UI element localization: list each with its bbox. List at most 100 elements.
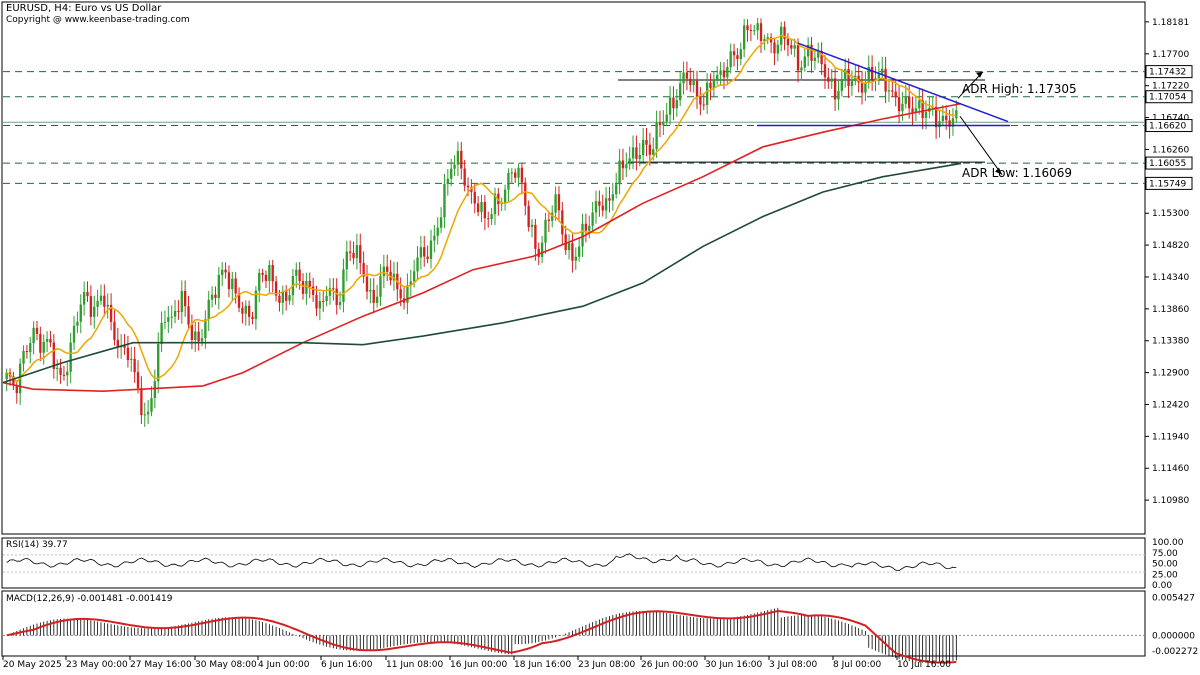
chart-title: EURUSD, H4: Euro vs US Dollar <box>6 3 162 14</box>
candle-body <box>641 139 645 155</box>
candle-body <box>941 115 945 122</box>
candle-body <box>429 240 433 259</box>
x-tick-label: 26 Jun 00:00 <box>641 660 698 670</box>
candle-body <box>645 139 648 145</box>
candle-body <box>756 23 759 31</box>
candle-body <box>763 39 766 41</box>
candle-body <box>99 295 103 301</box>
candle-body <box>386 266 389 272</box>
candle-body <box>311 286 315 295</box>
candle-body <box>588 225 591 231</box>
price-tick-label: 1.15300 <box>1152 209 1189 219</box>
candle-body <box>766 37 769 40</box>
level-badge-label: 1.16620 <box>1149 122 1186 132</box>
candle-body <box>813 57 817 61</box>
x-tick-label: 3 Jul 08:00 <box>769 660 818 670</box>
price-tick-label: 1.11460 <box>1152 464 1189 474</box>
candle-body <box>574 256 577 261</box>
candle-body <box>830 78 833 82</box>
candle-body <box>210 294 214 300</box>
candle-body <box>369 289 372 292</box>
candle-body <box>66 371 69 376</box>
candle-body <box>803 56 806 68</box>
candle-body <box>187 306 190 325</box>
candle-body <box>685 72 689 79</box>
candle-body <box>295 269 298 276</box>
candle-body <box>921 100 924 119</box>
candle-body <box>938 121 941 128</box>
x-tick-label: 20 May 2025 <box>3 660 62 670</box>
candle-body <box>487 218 490 220</box>
candle-body <box>682 72 685 84</box>
candle-body <box>810 44 813 61</box>
candle-body <box>72 325 76 343</box>
candle-body <box>399 289 402 299</box>
candle-body <box>732 51 736 56</box>
level-badge <box>1145 176 1193 190</box>
candle-body <box>170 316 173 318</box>
candle-body <box>123 345 126 348</box>
level-badge-label: 1.16055 <box>1149 159 1186 169</box>
candle-body <box>227 272 231 289</box>
macd-pane <box>1 590 1146 657</box>
x-tick-label: 11 Jun 08:00 <box>386 660 443 670</box>
candle-body <box>406 285 409 303</box>
candle-body <box>443 184 446 218</box>
resistance-trendline <box>797 42 1009 123</box>
candle-body <box>375 296 379 303</box>
candle-body <box>62 374 66 376</box>
candle-body <box>510 172 513 174</box>
price-tick-label: 1.17700 <box>1152 50 1189 60</box>
candle-body <box>662 121 665 126</box>
candle-body <box>503 189 507 203</box>
candle-body <box>591 212 594 226</box>
candle-body <box>527 205 530 228</box>
candle-body <box>571 243 574 261</box>
candle-body <box>544 219 547 243</box>
candle-body <box>153 381 157 399</box>
candle-body <box>790 45 793 49</box>
candle-body <box>183 290 187 307</box>
candle-body <box>116 339 119 348</box>
candle-body <box>409 281 412 286</box>
x-tick-label: 27 May 16:00 <box>130 660 192 670</box>
candle-body <box>742 25 746 50</box>
candle-body <box>476 203 480 213</box>
candle-body <box>157 343 160 382</box>
candle-body <box>658 122 662 126</box>
candle-body <box>79 304 82 322</box>
candle-body <box>348 251 352 253</box>
candle-body <box>534 224 537 249</box>
candle-body <box>480 202 483 213</box>
candle-body <box>59 367 62 375</box>
price-tick-label: 1.14820 <box>1152 241 1189 251</box>
adr-high-label: ADR High: 1.17305 <box>962 82 1077 96</box>
candle-body <box>699 97 702 105</box>
candle-body <box>823 64 827 78</box>
candle-body <box>709 82 712 89</box>
candle-body <box>924 111 928 119</box>
candle-body <box>167 317 170 322</box>
candle-body <box>524 182 527 206</box>
macd-signal-line <box>6 609 957 664</box>
candle-body <box>298 269 301 282</box>
candle-body <box>604 198 608 211</box>
price-tick-label: 1.18181 <box>1152 18 1189 28</box>
candle-body <box>5 372 8 380</box>
price-tick-label: 1.16260 <box>1152 145 1189 155</box>
level-badge <box>1145 119 1193 133</box>
candle-body <box>567 243 571 251</box>
rsi-pane <box>1 537 1146 589</box>
candle-body <box>335 288 338 306</box>
candle-body <box>200 338 204 342</box>
candle-body <box>254 290 258 319</box>
macd-tick-label: -0.002272 <box>1152 647 1198 657</box>
candle-body <box>214 294 217 298</box>
candle-body <box>618 160 621 185</box>
candle-body <box>793 45 796 49</box>
candle-body <box>901 103 904 112</box>
candle-body <box>894 91 897 98</box>
candle-body <box>322 301 325 303</box>
candle-body <box>241 307 244 314</box>
